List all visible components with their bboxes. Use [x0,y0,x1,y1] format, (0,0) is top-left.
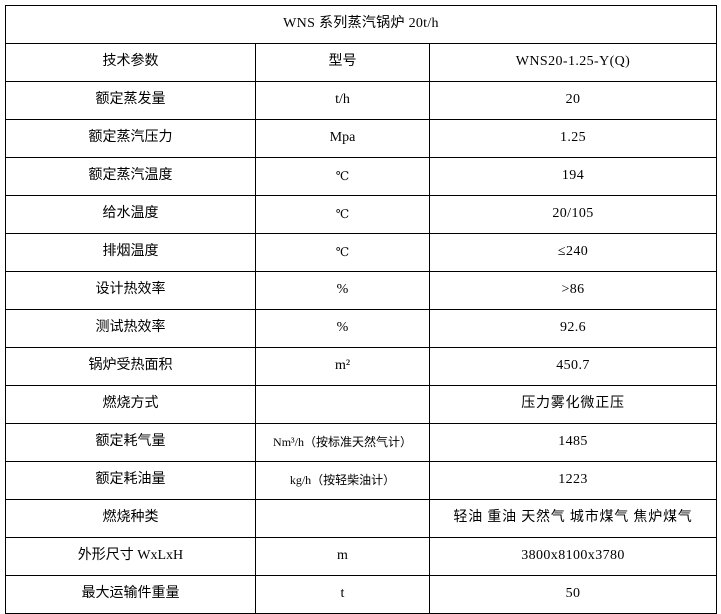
row-value: 450.7 [428,347,718,386]
column-header-parameter: 技术参数 [5,43,256,82]
table-row: 测试热效率 % 92.6 [5,309,718,348]
row-value: 3800x8100x3780 [428,537,718,576]
row-unit: Mpa [255,119,430,158]
row-parameter: 外形尺寸 WxLxH [5,537,256,576]
row-value: 1223 [428,461,718,500]
boiler-spec-table: WNS 系列蒸汽锅炉 20t/h 技术参数 型号 WNS20-1.25-Y(Q)… [4,5,718,614]
spec-sheet: WNS 系列蒸汽锅炉 20t/h 技术参数 型号 WNS20-1.25-Y(Q)… [4,5,718,614]
table-row: 给水温度 ℃ 20/105 [5,195,718,234]
table-row: 额定蒸发量 t/h 20 [5,81,718,120]
row-unit: % [255,271,430,310]
row-unit: t/h [255,81,430,120]
row-parameter: 燃烧种类 [5,499,256,538]
table-row: 排烟温度 ℃ ≤240 [5,233,718,272]
row-parameter: 锅炉受热面积 [5,347,256,386]
table-title: WNS 系列蒸汽锅炉 20t/h [4,5,718,44]
row-value: 92.6 [428,309,718,348]
table-row: 额定蒸汽压力 Mpa 1.25 [5,119,718,158]
table-title-row: WNS 系列蒸汽锅炉 20t/h [4,5,718,44]
row-parameter: 额定耗气量 [5,423,256,462]
row-unit: Nm³/h（按标准天然气计） [255,423,430,462]
row-value: 1485 [428,423,718,462]
table-row: 燃烧种类 轻油 重油 天然气 城市煤气 焦炉煤气 [5,499,718,538]
row-unit: % [255,309,430,348]
row-unit [255,499,430,538]
row-value: 1.25 [428,119,718,158]
row-unit: t [255,575,430,614]
row-unit: m [255,537,430,576]
row-value: 压力雾化微正压 [428,385,718,424]
row-unit [255,385,430,424]
row-parameter: 设计热效率 [5,271,256,310]
table-row: 锅炉受热面积 m² 450.7 [5,347,718,386]
table-row: 燃烧方式 压力雾化微正压 [5,385,718,424]
row-parameter: 额定蒸汽温度 [5,157,256,196]
row-parameter: 燃烧方式 [5,385,256,424]
table-body: WNS 系列蒸汽锅炉 20t/h 技术参数 型号 WNS20-1.25-Y(Q)… [4,5,718,614]
row-value: 轻油 重油 天然气 城市煤气 焦炉煤气 [428,499,718,538]
row-value: ≤240 [428,233,718,272]
row-parameter: 测试热效率 [5,309,256,348]
row-parameter: 给水温度 [5,195,256,234]
row-value: 50 [428,575,718,614]
table-row: 额定耗油量 kg/h（按轻柴油计） 1223 [5,461,718,500]
column-header-value: WNS20-1.25-Y(Q) [428,43,718,82]
table-row: 最大运输件重量 t 50 [5,575,718,614]
row-value: 20 [428,81,718,120]
row-parameter: 额定蒸发量 [5,81,256,120]
row-unit: ℃ [255,195,430,234]
table-row: 额定蒸汽温度 ℃ 194 [5,157,718,196]
row-value: >86 [428,271,718,310]
row-parameter: 最大运输件重量 [5,575,256,614]
row-value: 194 [428,157,718,196]
column-header-model: 型号 [255,43,430,82]
table-row: 设计热效率 % >86 [5,271,718,310]
table-header-row: 技术参数 型号 WNS20-1.25-Y(Q) [5,43,718,82]
row-parameter: 额定耗油量 [5,461,256,500]
row-unit: m² [255,347,430,386]
row-parameter: 额定蒸汽压力 [5,119,256,158]
row-unit: ℃ [255,157,430,196]
table-row: 外形尺寸 WxLxH m 3800x8100x3780 [5,537,718,576]
row-unit: kg/h（按轻柴油计） [255,461,430,500]
row-parameter: 排烟温度 [5,233,256,272]
row-unit: ℃ [255,233,430,272]
row-value: 20/105 [428,195,718,234]
table-row: 额定耗气量 Nm³/h（按标准天然气计） 1485 [5,423,718,462]
